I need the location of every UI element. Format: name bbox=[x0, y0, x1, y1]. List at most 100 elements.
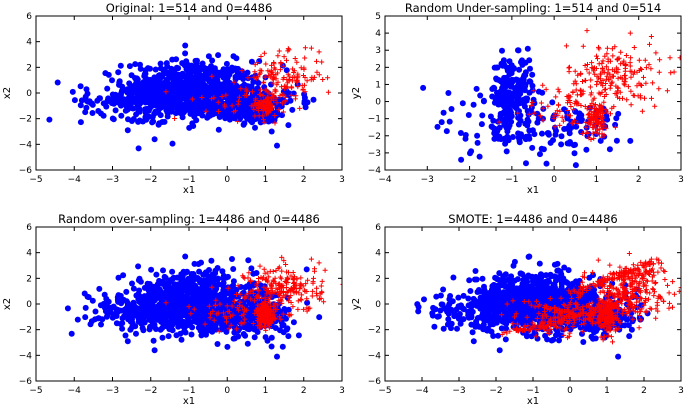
point-class-0 bbox=[77, 83, 84, 90]
point-class-1 bbox=[321, 299, 327, 305]
point-class-0 bbox=[244, 340, 251, 347]
y-tick-label: −2 bbox=[19, 326, 32, 336]
point-class-0 bbox=[158, 310, 165, 317]
point-class-0 bbox=[197, 327, 204, 334]
point-class-0 bbox=[141, 93, 147, 100]
point-class-1 bbox=[252, 69, 258, 75]
point-class-0 bbox=[110, 116, 117, 123]
point-class-1 bbox=[592, 71, 598, 77]
point-class-1 bbox=[319, 59, 325, 65]
point-class-1 bbox=[585, 62, 590, 67]
point-class-1 bbox=[597, 102, 603, 108]
series-class-1 bbox=[163, 45, 331, 126]
point-class-0 bbox=[201, 277, 208, 284]
point-class-1 bbox=[628, 102, 634, 108]
point-class-0 bbox=[220, 282, 226, 289]
point-class-0 bbox=[488, 123, 495, 130]
point-class-1 bbox=[280, 100, 286, 106]
point-class-1 bbox=[267, 299, 273, 305]
point-class-1 bbox=[578, 103, 584, 108]
point-class-1 bbox=[564, 94, 570, 99]
point-class-1 bbox=[278, 316, 284, 322]
point-class-1 bbox=[609, 46, 615, 52]
point-class-0 bbox=[253, 270, 260, 276]
point-class-0 bbox=[117, 321, 124, 327]
point-class-1 bbox=[563, 43, 569, 49]
point-class-1 bbox=[262, 324, 268, 329]
point-class-0 bbox=[526, 89, 533, 96]
point-class-1 bbox=[597, 76, 603, 82]
point-class-0 bbox=[490, 117, 497, 124]
point-class-0 bbox=[144, 82, 151, 89]
point-class-0 bbox=[116, 78, 123, 85]
point-class-1 bbox=[278, 61, 284, 67]
point-class-0 bbox=[223, 70, 229, 77]
point-class-1 bbox=[226, 326, 232, 332]
point-class-1 bbox=[250, 321, 256, 326]
point-class-1 bbox=[250, 103, 256, 109]
point-class-1 bbox=[292, 274, 297, 280]
point-class-1 bbox=[531, 110, 537, 116]
point-class-1 bbox=[226, 309, 232, 315]
point-class-1 bbox=[577, 87, 583, 93]
point-class-1 bbox=[314, 293, 320, 299]
y-tick-label: 3 bbox=[375, 46, 381, 56]
point-class-0 bbox=[171, 70, 178, 77]
point-class-0 bbox=[597, 137, 604, 144]
point-class-0 bbox=[494, 276, 501, 283]
point-class-1 bbox=[515, 110, 521, 116]
point-class-1 bbox=[292, 96, 298, 102]
point-class-1 bbox=[612, 124, 618, 130]
point-class-0 bbox=[554, 274, 561, 281]
point-class-1 bbox=[272, 301, 278, 307]
point-class-0 bbox=[583, 146, 590, 153]
point-class-0 bbox=[99, 316, 106, 323]
point-class-1 bbox=[252, 113, 258, 119]
point-class-0 bbox=[130, 285, 137, 292]
point-class-1 bbox=[531, 88, 537, 94]
point-class-0 bbox=[161, 291, 168, 298]
point-class-1 bbox=[290, 304, 296, 310]
y-axis-label: x2 bbox=[2, 298, 13, 310]
point-class-0 bbox=[235, 333, 242, 340]
point-class-1 bbox=[271, 65, 277, 71]
point-class-1 bbox=[278, 282, 284, 288]
point-class-1 bbox=[286, 47, 292, 53]
y-tick-label: −2 bbox=[368, 132, 381, 142]
point-class-0 bbox=[176, 100, 183, 107]
point-class-1 bbox=[656, 69, 662, 75]
point-class-1 bbox=[274, 100, 280, 106]
point-class-1 bbox=[238, 86, 244, 92]
y-axis-label: x2 bbox=[2, 87, 13, 99]
point-class-1 bbox=[604, 73, 610, 79]
point-class-0 bbox=[245, 257, 252, 264]
point-class-0 bbox=[98, 321, 104, 328]
point-class-0 bbox=[538, 145, 545, 152]
point-class-0 bbox=[200, 73, 207, 80]
point-class-1 bbox=[287, 313, 293, 319]
point-class-0 bbox=[536, 260, 543, 267]
point-class-1 bbox=[272, 289, 278, 295]
point-class-0 bbox=[182, 308, 189, 315]
point-class-1 bbox=[281, 293, 287, 299]
point-class-1 bbox=[265, 279, 271, 285]
point-class-1 bbox=[627, 63, 633, 69]
point-class-0 bbox=[77, 119, 84, 126]
point-class-0 bbox=[183, 287, 190, 294]
point-class-1 bbox=[286, 298, 292, 304]
point-class-1 bbox=[601, 132, 607, 138]
point-class-1 bbox=[299, 292, 305, 298]
point-class-1 bbox=[301, 65, 307, 71]
point-class-0 bbox=[119, 325, 126, 332]
point-class-1 bbox=[263, 61, 269, 67]
point-class-0 bbox=[498, 325, 505, 332]
point-class-0 bbox=[522, 59, 529, 66]
point-class-0 bbox=[122, 332, 129, 339]
point-class-0 bbox=[136, 101, 142, 108]
point-class-0 bbox=[558, 141, 565, 148]
point-class-0 bbox=[304, 299, 311, 306]
point-class-1 bbox=[285, 71, 291, 77]
x-tick-label: 0 bbox=[551, 175, 557, 185]
point-class-1 bbox=[217, 301, 223, 307]
point-class-1 bbox=[298, 282, 304, 288]
